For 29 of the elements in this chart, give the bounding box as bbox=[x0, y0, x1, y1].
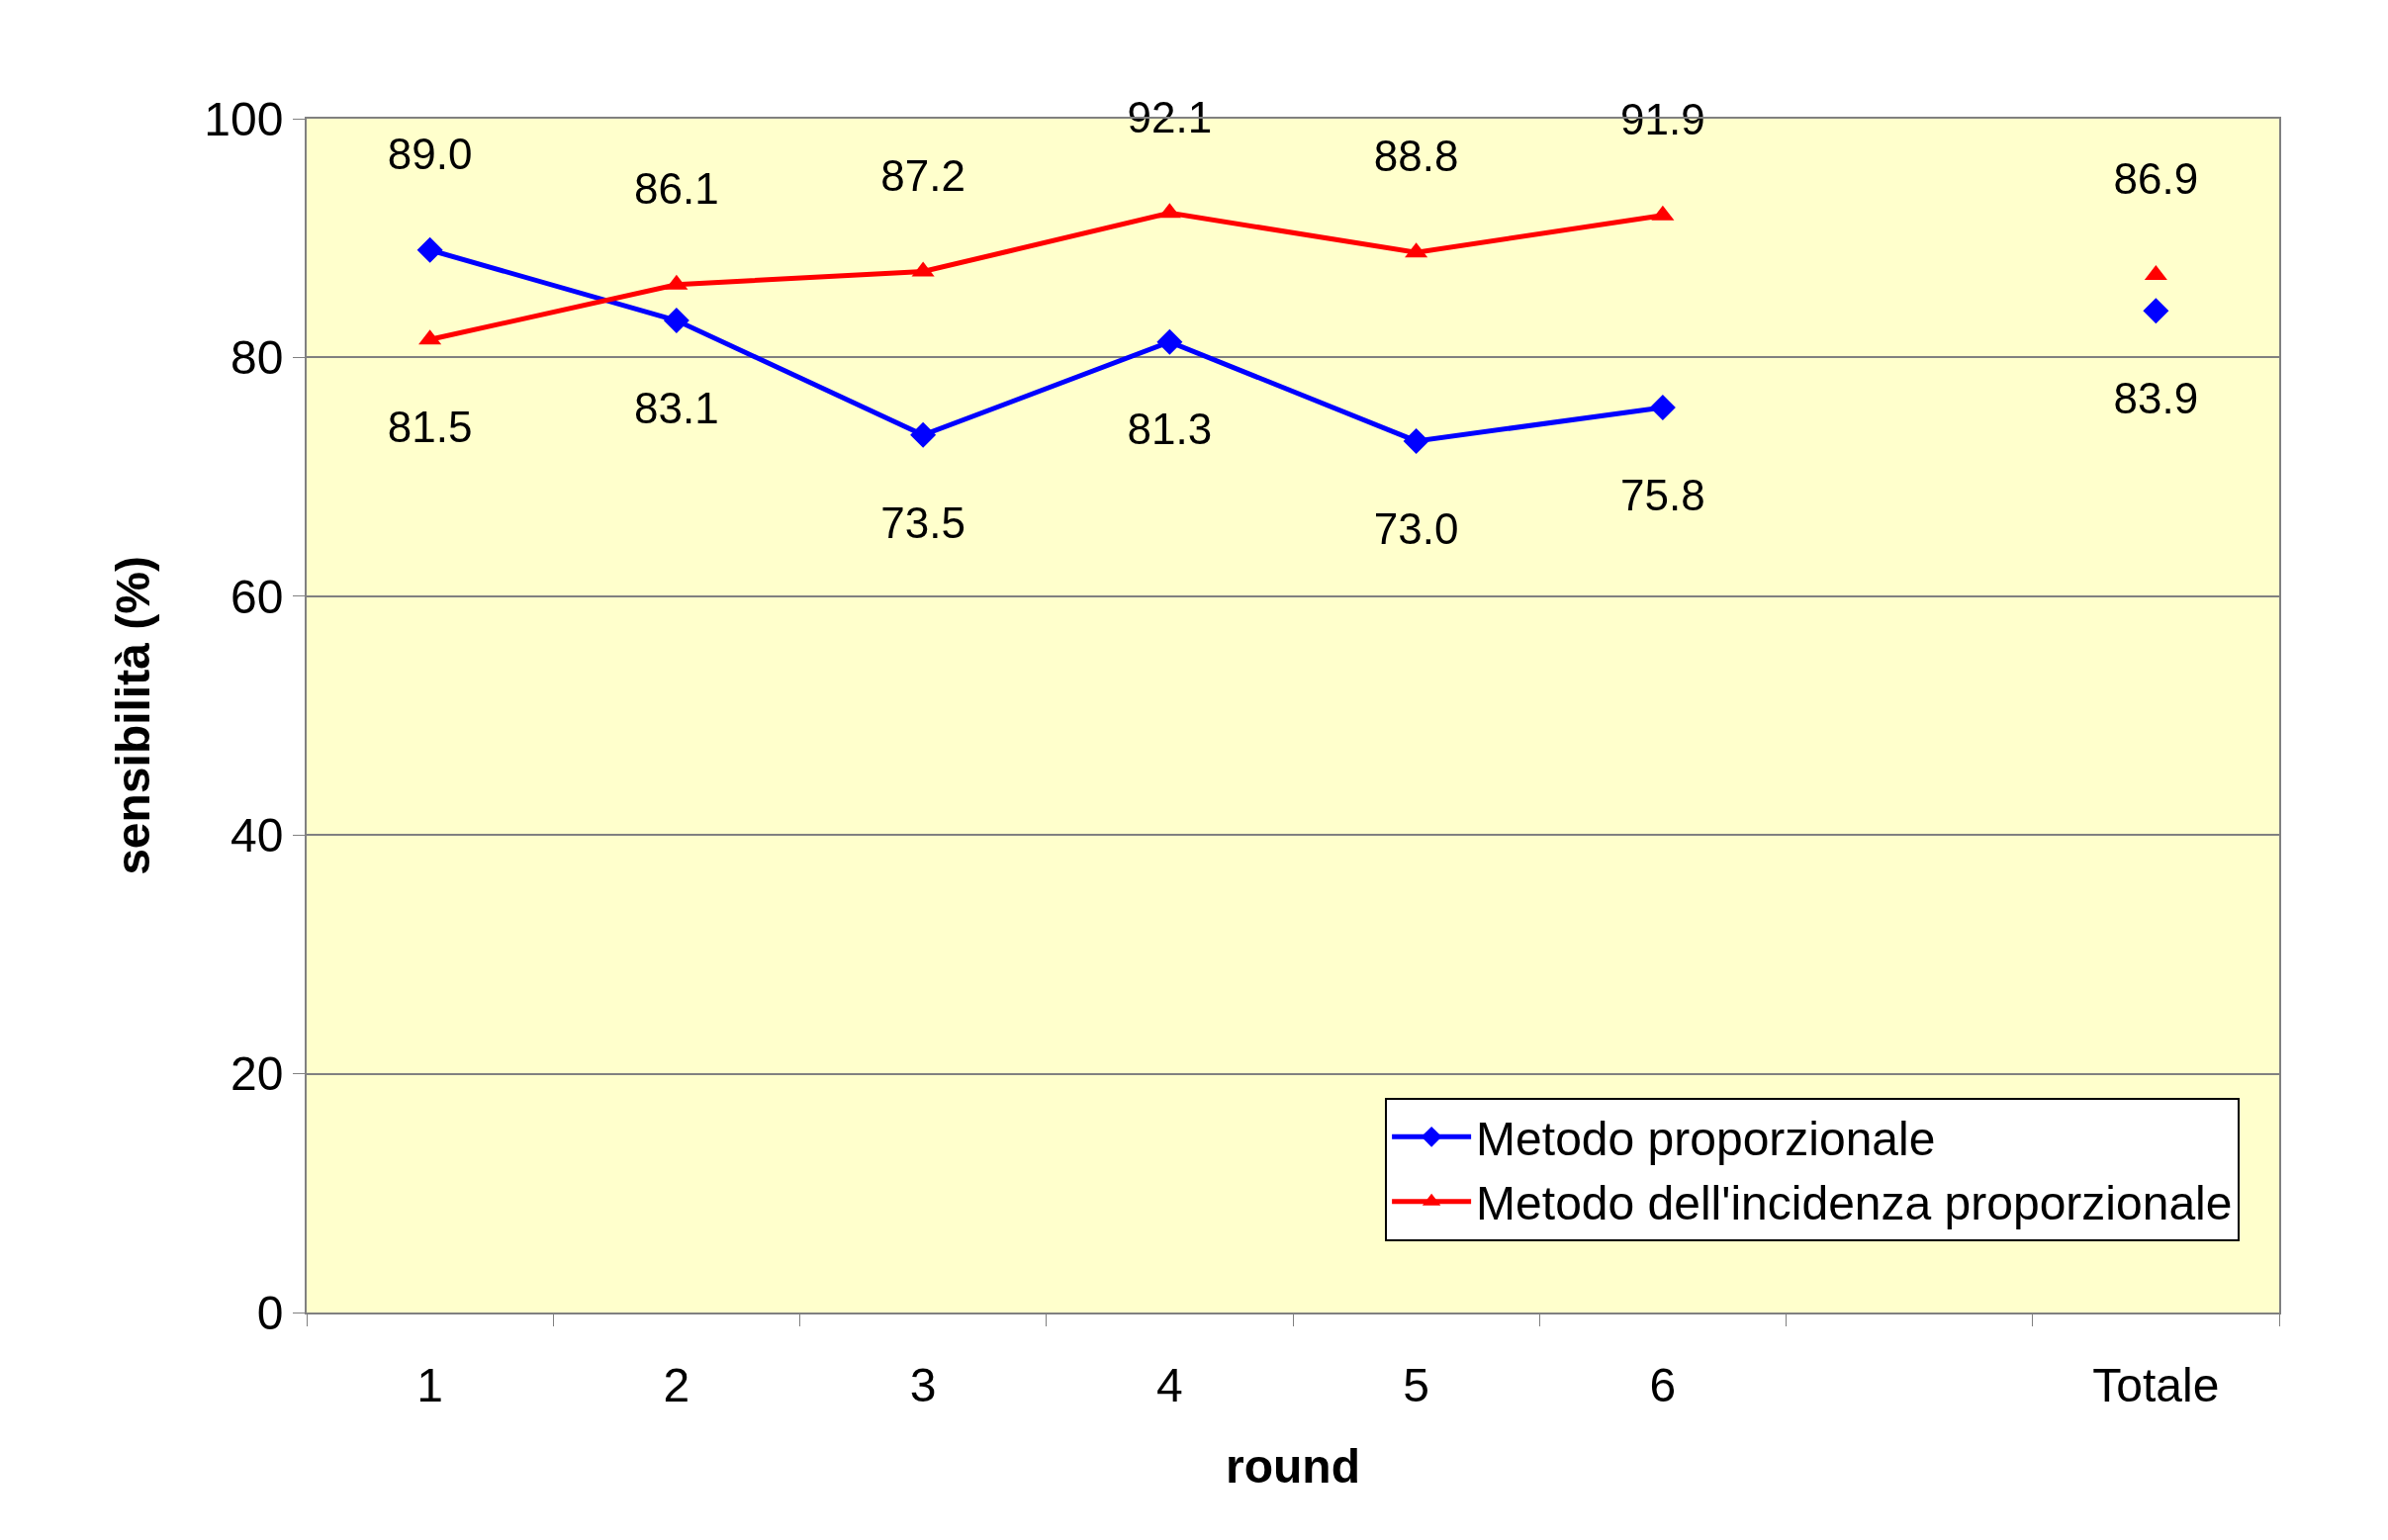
data-label: 73.0 bbox=[1373, 503, 1459, 553]
y-tick-label: 60 bbox=[230, 570, 284, 623]
x-axis-title: round bbox=[1226, 1440, 1360, 1494]
x-tick-label: 1 bbox=[416, 1358, 443, 1411]
legend-label: Metodo proporzionale bbox=[1476, 1113, 1936, 1165]
data-label: 83.9 bbox=[2113, 374, 2199, 423]
x-tick-label: 5 bbox=[1403, 1358, 1429, 1411]
y-tick-label: 0 bbox=[256, 1286, 284, 1339]
y-axis-title: sensibilità (%) bbox=[106, 556, 159, 875]
data-label: 87.2 bbox=[880, 150, 965, 200]
data-label: 88.8 bbox=[1373, 132, 1459, 181]
x-tick-label: 3 bbox=[909, 1358, 937, 1411]
x-tick-label: 4 bbox=[1156, 1358, 1183, 1411]
data-label: 73.5 bbox=[880, 498, 965, 547]
data-label: 86.1 bbox=[634, 164, 719, 214]
x-tick-label: Totale bbox=[2092, 1358, 2220, 1411]
data-label: 83.1 bbox=[634, 383, 719, 432]
y-tick-label: 20 bbox=[230, 1047, 284, 1101]
data-label: 86.9 bbox=[2113, 154, 2199, 204]
x-tick-label: 2 bbox=[663, 1358, 690, 1411]
legend-label: Metodo dell'incidenza proporzionale bbox=[1476, 1177, 2233, 1230]
y-tick-label: 100 bbox=[204, 92, 284, 145]
data-label: 89.0 bbox=[387, 130, 473, 179]
data-label: 81.3 bbox=[1127, 405, 1213, 454]
data-label: 81.5 bbox=[387, 402, 473, 451]
data-label: 75.8 bbox=[1620, 470, 1705, 519]
x-tick-label: 6 bbox=[1649, 1358, 1677, 1411]
y-tick-label: 40 bbox=[230, 809, 284, 861]
y-tick-label: 80 bbox=[230, 331, 284, 385]
